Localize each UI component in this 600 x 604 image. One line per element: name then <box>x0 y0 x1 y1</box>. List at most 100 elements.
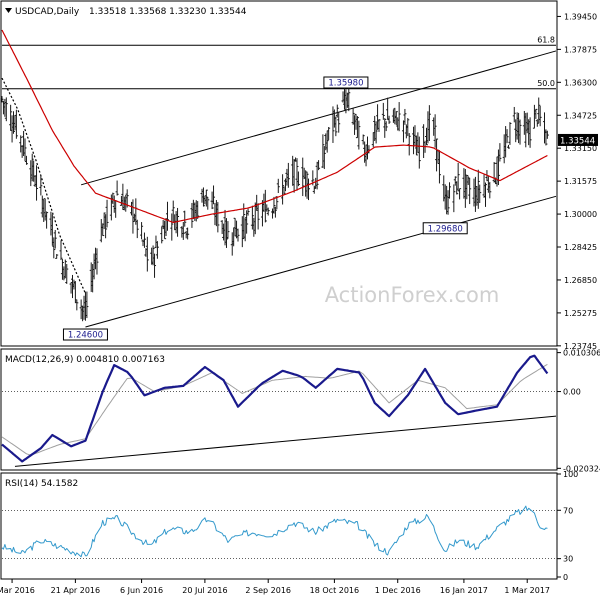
price-axis-tick-label: 1.36300 <box>564 78 597 87</box>
price-bar <box>210 191 214 210</box>
price-decline-dotted-line <box>1 77 87 294</box>
price-bar <box>246 208 250 216</box>
channel-upper-line <box>81 50 557 186</box>
price-bar <box>394 111 398 126</box>
price-bar <box>9 104 13 131</box>
price-bar <box>115 180 119 196</box>
macd-axis-tick-label: 0.010306 <box>563 349 600 358</box>
price-bar <box>236 228 240 242</box>
price-annotation-label: 1.29680 <box>428 224 463 234</box>
price-bar <box>406 118 410 137</box>
macd-panel-title: MACD(12,26,9) 0.004810 0.007163 <box>5 355 165 365</box>
price-bar <box>403 108 407 125</box>
price-bar <box>65 263 69 284</box>
price-bar <box>301 157 305 197</box>
price-bar <box>163 220 167 240</box>
price-bar <box>518 119 522 145</box>
price-bar <box>273 206 277 218</box>
price-bar <box>361 134 365 145</box>
price-panel-symbol: USDCAD,Daily <box>15 7 80 17</box>
price-bar <box>317 160 321 171</box>
watermark: ActionForex.com <box>325 283 500 307</box>
current-price-label: 1.33544 <box>560 136 595 146</box>
price-bar <box>30 153 34 182</box>
x-axis-tick-label: 18 Oct 2016 <box>310 586 359 595</box>
price-bar <box>276 178 280 194</box>
price-bar <box>535 119 539 127</box>
price-bar <box>387 115 391 124</box>
macd-axis-tick-label: 0.00 <box>563 388 581 397</box>
price-axis-tick-label: 1.33150 <box>564 144 597 153</box>
price-bar <box>170 213 174 241</box>
price-bar <box>545 130 549 139</box>
price-bar <box>397 102 401 132</box>
x-axis: 8 Mar 2016 21 Apr 2016 6 Jun 2016 20 Jul 20… <box>0 579 550 595</box>
price-bar <box>190 202 194 228</box>
price-bar <box>155 241 159 259</box>
price-bar <box>357 120 361 150</box>
price-axis-tick-label: 1.37875 <box>564 45 597 54</box>
channel-lower-line <box>85 195 557 328</box>
price-bar <box>351 107 355 125</box>
price-bar <box>512 106 516 123</box>
price-bar <box>212 185 216 205</box>
price-bar <box>53 230 57 249</box>
price-bar <box>111 192 115 204</box>
price-panel-frame <box>0 0 558 347</box>
price-bar <box>226 221 230 239</box>
price-bar <box>186 227 190 240</box>
price-bar <box>355 116 359 139</box>
x-axis-tick-label: 2 Sep 2016 <box>245 586 291 595</box>
price-bar <box>75 299 79 311</box>
price-axis-tick-label: 1.26850 <box>564 276 597 285</box>
price-bar <box>286 162 290 188</box>
price-bar <box>171 200 175 222</box>
price-bar <box>488 181 492 199</box>
price-bar <box>140 222 144 240</box>
rsi-axis-tick-label: 70 <box>563 506 573 515</box>
price-bar <box>181 221 185 240</box>
price-bar <box>176 207 180 237</box>
price-bar <box>39 176 43 196</box>
price-bar <box>483 182 487 207</box>
price-bar <box>383 118 387 138</box>
price-bar <box>325 130 329 153</box>
price-panel-ohlc: 1.33518 1.33568 1.33230 1.33544 <box>89 7 247 17</box>
price-bar <box>135 219 139 239</box>
price-bar <box>160 226 164 244</box>
macd-panel: 0.010306 0.00 -0.020324 <box>1 349 600 473</box>
moving-average-line <box>1 29 548 223</box>
macd-trendline <box>14 415 557 467</box>
price-annotation-box <box>422 222 468 235</box>
x-axis-tick-label: 20 Jul 2016 <box>182 586 227 595</box>
price-bar <box>306 178 310 201</box>
price-panel: 61.8 50.0 1.39450 1.37875 1.36300 1.34725 1.33… <box>0 12 598 351</box>
price-bar <box>105 199 109 228</box>
price-bar <box>337 111 341 133</box>
x-axis-tick-label: 8 Mar 2016 <box>0 586 35 595</box>
price-bar <box>272 196 276 214</box>
price-bar <box>104 214 108 239</box>
price-bar <box>4 97 8 122</box>
price-bar <box>35 165 39 201</box>
rsi-line <box>1 505 548 558</box>
price-bar <box>452 184 456 213</box>
rsi-axis-tick-label: 100 <box>563 470 578 479</box>
collapse-arrow-icon[interactable] <box>5 8 12 13</box>
price-bar <box>427 105 431 141</box>
price-axis-tick-label: 1.31575 <box>564 177 597 186</box>
macd-line <box>1 354 549 463</box>
price-bar <box>101 223 105 237</box>
price-bar <box>508 122 512 145</box>
price-bar <box>455 181 459 195</box>
price-bar <box>281 174 285 205</box>
rsi-panel-title: RSI(14) 54.1582 <box>5 479 78 489</box>
price-bar <box>145 236 149 272</box>
price-bar <box>381 102 385 120</box>
price-bar <box>377 119 381 132</box>
price-bar <box>296 171 300 187</box>
fib-level-label: 50.0 <box>537 79 555 88</box>
price-bar <box>315 161 319 190</box>
macd-axis-tick-label: -0.020324 <box>563 464 600 473</box>
